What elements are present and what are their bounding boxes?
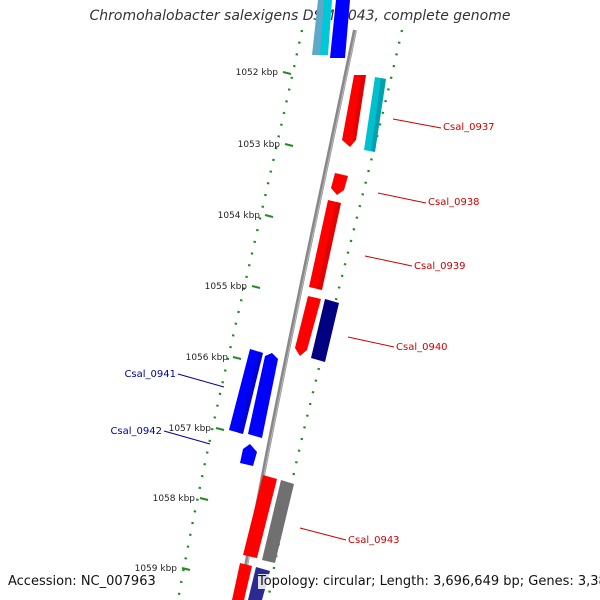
kbp-tick-label: 1056 kbp [186,353,229,363]
gene-label[interactable]: Csal_0943 [348,535,400,546]
kbp-tick-mark [232,356,242,360]
gene-label-leader [377,192,427,204]
gene-labels: Csal_0937 Csal_0938 Csal_0939 Csal_0940 Csal… [110,118,495,546]
kbp-tick-label: 1055 kbp [205,282,248,292]
kbp-tick-label: 1059 kbp [135,564,178,574]
gene-label-leader [177,373,225,388]
gene-csal-0942[interactable] [240,444,257,466]
kbp-tick-label: 1054 kbp [218,211,261,221]
gene-csal-0940[interactable] [295,296,339,362]
gene-features [229,0,386,600]
gene-csal-0943[interactable] [243,475,294,563]
kbp-tick-label: 1058 kbp [153,494,196,504]
kbp-tick-mark [181,567,191,571]
gene-label[interactable]: Csal_0940 [396,342,448,353]
gene-label-leader [299,527,347,541]
map-title: Chromohalobacter salexigens DSM 3043, co… [89,8,511,24]
gene-top-partial[interactable] [312,0,350,58]
gene-label[interactable]: Csal_0941 [124,369,176,380]
kbp-tick-mark [284,143,294,147]
kbp-tick-mark [282,71,292,75]
kbp-tick-mark [264,214,274,218]
gene-label[interactable]: Csal_0939 [414,261,466,272]
gene-label-leader [163,430,211,445]
gene-label[interactable]: Csal_0937 [443,122,495,133]
gene-label[interactable]: Csal_0938 [428,197,480,208]
kbp-tick-label: 1052 kbp [236,68,279,78]
kbp-tick-label: 1053 kbp [238,140,281,150]
gene-csal-0941[interactable] [229,349,278,438]
kbp-ticks: 1052 kbp 1053 kbp 1054 kbp 1055 kbp 1056 kbp… [135,68,294,574]
gene-label[interactable]: Csal_0942 [110,426,162,437]
gene-csal-0937[interactable] [342,75,386,152]
gene-label-leader [347,336,395,348]
kbp-tick-mark [215,427,225,431]
gene-label-leader [364,255,413,267]
genome-summary: Topology: circular; Length: 3,696,649 bp… [258,574,600,589]
kbp-tick-mark [199,497,209,501]
gene-label-leader [392,118,442,129]
gc-track-inner [176,29,304,600]
kbp-tick-mark [251,285,261,289]
gene-csal-0939[interactable] [309,200,341,290]
kbp-tick-label: 1057 kbp [169,424,212,434]
gene-csal-0938[interactable] [331,173,348,195]
accession-text: Accession: NC_007963 [8,574,156,589]
